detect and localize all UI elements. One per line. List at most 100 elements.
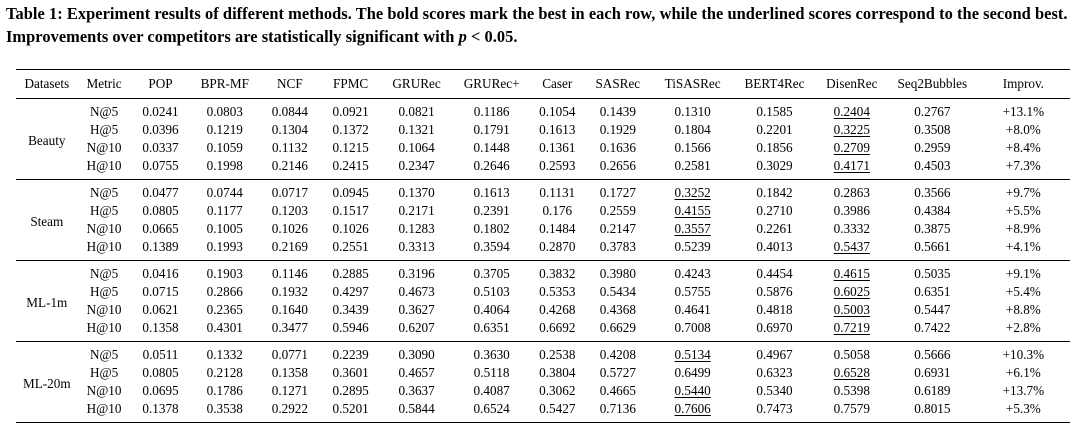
improvement-cell: +5.4% [1005, 284, 1041, 299]
score-cell: 0.0511 [142, 347, 179, 362]
score-cell: 0.5727 [599, 365, 636, 380]
score-cell: 0.4064 [473, 302, 510, 317]
second-best-score-cell: 0.6025 [833, 284, 870, 299]
score-cell: 0.2128 [206, 365, 243, 380]
improvement-cell: +7.3% [1005, 158, 1041, 173]
improvement-cell: +8.4% [1005, 140, 1041, 155]
score-cell: 0.3313 [398, 239, 435, 254]
score-cell: 0.176 [542, 203, 573, 218]
score-cell: 0.0477 [142, 185, 179, 200]
improvement-cell: +13.1% [1002, 104, 1045, 119]
score-cell: 0.3196 [398, 266, 435, 281]
table-row: ML-20m N@5 0.0511 0.1332 0.0771 0.2239 0.3090 0… [16, 342, 1070, 391]
score-cell: 0.6323 [756, 365, 793, 380]
score-cell: 0.1842 [756, 185, 793, 200]
metric-cell: H@10 [86, 158, 122, 173]
score-cell: 0.1146 [271, 266, 308, 281]
score-cell: 0.7008 [674, 320, 711, 335]
score-cell: 0.0695 [142, 383, 179, 398]
score-cell: 0.1929 [599, 122, 636, 137]
score-cell: 0.7473 [756, 401, 793, 416]
best-score-cell: 0.5661 [914, 239, 951, 254]
score-cell: 0.1219 [206, 122, 243, 137]
score-cell: 0.2239 [332, 347, 369, 362]
header-seq2bubbles: Seq2Bubbles [897, 76, 968, 91]
score-cell: 0.5340 [756, 383, 793, 398]
score-cell: 0.1005 [206, 221, 243, 236]
score-cell: 0.2581 [674, 158, 711, 173]
header-row: Datasets Metric POP BPR-MF NCF FPMC GRUR… [16, 69, 1070, 99]
score-cell: 0.1026 [332, 221, 369, 236]
metric-cell: H@5 [89, 203, 119, 218]
table-caption: Table 1: Experiment results of different… [6, 2, 1076, 48]
table-row: N@10 0.0337 0.1059 0.1132 0.1215 0.1064 0.1448… [16, 139, 1070, 157]
score-cell: 0.6524 [473, 401, 510, 416]
score-cell: 0.2866 [206, 284, 243, 299]
best-score-cell: 0.5035 [914, 266, 951, 281]
best-score-cell: 0.2959 [914, 140, 951, 155]
score-cell: 0.4243 [674, 266, 711, 281]
score-cell: 0.2347 [398, 158, 435, 173]
score-cell: 0.1448 [473, 140, 510, 155]
metric-cell: N@10 [86, 302, 122, 317]
metric-cell: N@5 [89, 104, 119, 119]
score-cell: 0.2365 [206, 302, 243, 317]
table-row: Beauty N@5 0.0241 0.0803 0.0844 0.0921 0.0821 0… [16, 99, 1070, 148]
second-best-score-cell: 0.5134 [674, 347, 711, 362]
score-cell: 0.0337 [142, 140, 179, 155]
score-cell: 0.0396 [142, 122, 179, 137]
dataset-group: ML-1m N@5 0.0416 0.1903 0.1146 0.2885 0.3196 0.… [16, 261, 1070, 342]
second-best-score-cell: 0.3557 [674, 221, 711, 236]
metric-cell: N@5 [89, 347, 119, 362]
score-cell: 0.1131 [539, 185, 576, 200]
best-score-cell: 0.3566 [914, 185, 951, 200]
table-row: H@10 0.1358 0.4301 0.3477 0.5946 0.6207 0.6351… [16, 319, 1070, 342]
score-cell: 0.3630 [473, 347, 510, 362]
score-cell: 0.0844 [271, 104, 308, 119]
score-cell: 0.1640 [271, 302, 308, 317]
second-best-score-cell: 0.7606 [674, 401, 711, 416]
best-score-cell: 0.3875 [914, 221, 951, 236]
score-cell: 0.2147 [599, 221, 636, 236]
improvement-cell: +6.1% [1005, 365, 1041, 380]
score-cell: 0.2870 [539, 239, 576, 254]
score-cell: 0.4657 [398, 365, 435, 380]
dataset-name: Beauty [28, 133, 66, 148]
best-score-cell: 0.8015 [914, 401, 951, 416]
dataset-name: ML-1m [26, 295, 68, 310]
dataset-group: Steam N@5 0.0477 0.0744 0.0717 0.0945 0.1370 0.… [16, 180, 1070, 261]
header-ncf: NCF [277, 76, 303, 91]
dataset-group: ML-20m N@5 0.0511 0.1332 0.0771 0.2239 0.3090 0… [16, 342, 1070, 423]
improvement-cell: +9.7% [1005, 185, 1041, 200]
score-cell: 0.0744 [206, 185, 243, 200]
score-cell: 0.5201 [332, 401, 369, 416]
score-cell: 0.1636 [599, 140, 636, 155]
results-table: Datasets Metric POP BPR-MF NCF FPMC GRUR… [16, 69, 1070, 423]
best-score-cell: 0.4503 [914, 158, 951, 173]
second-best-score-cell: 0.5437 [833, 239, 870, 254]
score-cell: 0.1856 [756, 140, 793, 155]
score-cell: 0.1203 [271, 203, 308, 218]
score-cell: 0.6499 [674, 365, 711, 380]
metric-cell: N@10 [86, 221, 122, 236]
metric-cell: N@10 [86, 383, 122, 398]
score-cell: 0.1358 [142, 320, 179, 335]
header-bpr-mf: BPR-MF [200, 76, 249, 91]
second-best-score-cell: 0.4171 [833, 158, 870, 173]
score-cell: 0.1517 [332, 203, 369, 218]
dataset-name: ML-20m [22, 376, 71, 391]
table-row: H@10 0.0755 0.1998 0.2146 0.2415 0.2347 0.2646… [16, 157, 1070, 180]
score-cell: 0.0416 [142, 266, 179, 281]
score-cell: 0.1804 [674, 122, 711, 137]
score-cell: 0.1613 [473, 185, 510, 200]
table-row: ML-1m N@5 0.0416 0.1903 0.1146 0.2885 0.3196 0.… [16, 261, 1070, 310]
score-cell: 0.2863 [833, 185, 870, 200]
score-cell: 0.3705 [473, 266, 510, 281]
header-sasrec: SASRec [595, 76, 641, 91]
score-cell: 0.2146 [271, 158, 308, 173]
score-cell: 0.1271 [271, 383, 308, 398]
score-cell: 0.1215 [332, 140, 369, 155]
score-cell: 0.5353 [539, 284, 576, 299]
header-caser: Caser [542, 76, 573, 91]
score-cell: 0.3832 [539, 266, 576, 281]
